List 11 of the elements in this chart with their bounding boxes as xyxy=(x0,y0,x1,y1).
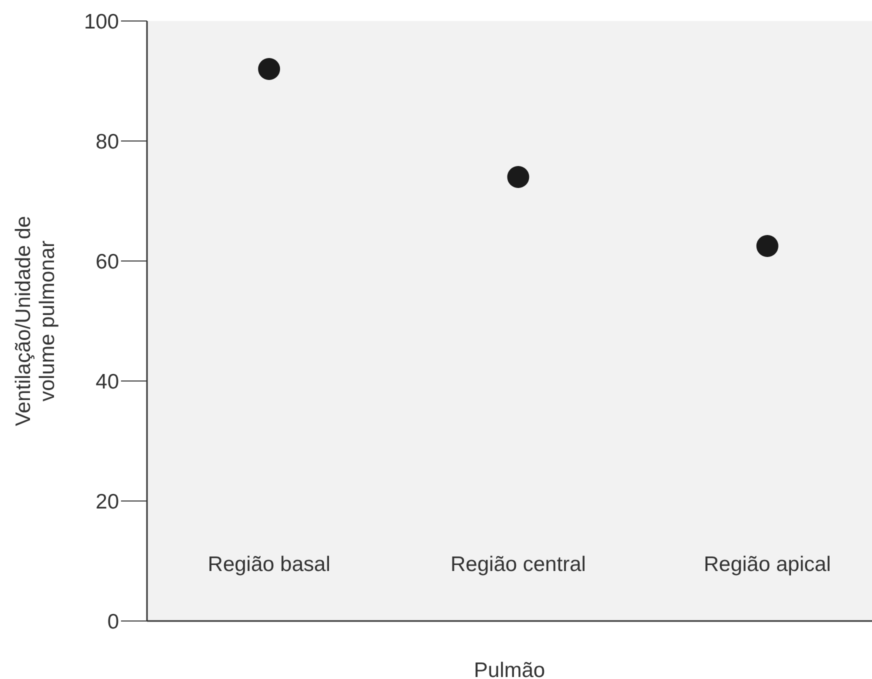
y-tick-label: 40 xyxy=(96,370,119,394)
x-tick-label: Região central xyxy=(450,553,586,576)
x-tick-label: Região apical xyxy=(704,553,831,576)
y-tick-label: 100 xyxy=(84,10,119,34)
y-tick-label: 60 xyxy=(96,250,119,274)
x-axis-title: Pulmão xyxy=(474,659,546,679)
y-tick-label: 20 xyxy=(96,490,119,514)
y-tick-label: 80 xyxy=(96,130,119,154)
y-axis-title: Ventilação/Unidade de volume pulmonar xyxy=(12,216,59,426)
x-tick-label: Região basal xyxy=(208,553,330,576)
y-tick-label: 0 xyxy=(107,610,119,634)
